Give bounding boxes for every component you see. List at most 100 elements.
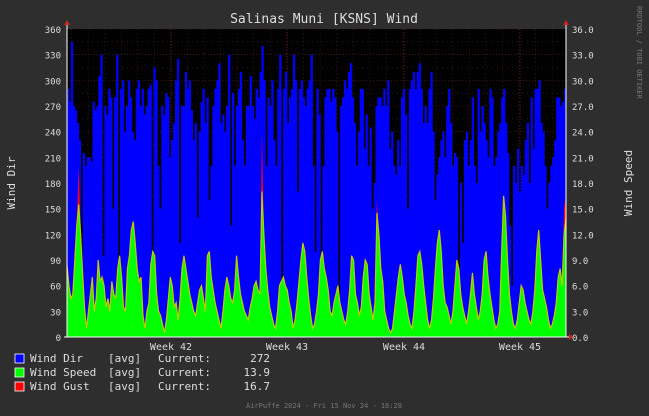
wind-dir-bar [300, 80, 304, 337]
wind-dir-bar [72, 106, 76, 337]
wind-dir-bar [214, 88, 217, 337]
wind-dir-bar [530, 97, 533, 337]
wind-dir-bar [292, 54, 296, 338]
wind-dir-bar [202, 88, 205, 337]
wind-dir-bar [524, 140, 527, 337]
wind-dir-bar [230, 225, 233, 337]
y-tick-label-right: 18.0 [572, 180, 594, 190]
wind-dir-bar [206, 97, 209, 337]
y-tick-label-right: 27.0 [572, 103, 594, 113]
wind-dir-bar [418, 63, 421, 337]
wind-dir-bar [74, 110, 78, 337]
wind-dir-bar [509, 225, 512, 337]
wind-dir-bar [328, 88, 331, 337]
wind-dir-bar [106, 114, 109, 337]
wind-dir-bar [389, 148, 392, 337]
wind-dir-bar [347, 71, 351, 337]
wind-dir-bar [308, 80, 311, 337]
wind-dir-bar [92, 101, 95, 337]
wind-dir-bar [155, 80, 158, 337]
wind-dir-bar [510, 285, 514, 337]
legend-current-label: Current: [158, 380, 211, 393]
wind-dir-bar [554, 140, 557, 337]
wind-dir-bar [395, 174, 398, 337]
wind-dir-bar [455, 157, 459, 337]
legend-swatch [14, 367, 25, 378]
wind-dir-bar [318, 114, 321, 337]
wind-dir-bar [450, 123, 453, 337]
y-tick-label-right: 21.0 [572, 154, 594, 164]
wind-dir-bar [363, 148, 366, 337]
legend-cf: [avg] [108, 366, 141, 379]
wind-dir-bar [149, 84, 152, 337]
legend-cf: [avg] [108, 352, 141, 365]
wind-dir-bar [137, 80, 140, 337]
wind-dir-bar [414, 88, 417, 337]
wind-dir-bar [94, 110, 97, 337]
wind-dir-bar [493, 165, 496, 337]
wind-dir-bar [251, 106, 254, 337]
wind-dir-bar [491, 97, 494, 337]
y-tick-label-left: 0 [56, 334, 61, 344]
y-tick-label-right: 6.0 [572, 283, 588, 293]
wind-dir-bar [84, 165, 87, 337]
wind-dir-bar [273, 140, 276, 337]
wind-dir-bar [82, 153, 85, 337]
wind-dir-bar [402, 88, 406, 337]
y-tick-label-left: 240 [45, 129, 61, 139]
wind-speed-area [67, 191, 566, 337]
wind-dir-bar [239, 71, 243, 337]
wind-dir-bar [442, 131, 445, 337]
wind-dir-bar [340, 106, 343, 337]
wind-dir-bar [314, 251, 317, 337]
wind-dir-bar [432, 131, 435, 337]
wind-dir-bar [528, 183, 531, 337]
wind-dir-bar [454, 153, 457, 337]
wind-dir-bar [289, 97, 292, 337]
wind-dir-bar [546, 208, 549, 337]
wind-dir-bar [404, 114, 408, 337]
wind-dir-bar [536, 88, 539, 337]
wind-dir-bar [182, 106, 186, 337]
watermark: RRDTOOL / TOBI OETIKER [635, 6, 643, 100]
wind-dir-bar [495, 157, 498, 337]
wind-dir-bar [550, 165, 553, 337]
wind-dir-bar [483, 123, 486, 337]
wind-dir-bar [489, 88, 492, 337]
wind-dir-bar [452, 165, 455, 337]
wind-dir-bar [194, 123, 197, 337]
wind-dir-bar [104, 106, 107, 337]
wind-dir-bar [161, 106, 164, 337]
wind-dir-bar [544, 165, 547, 337]
wind-dir-bar [316, 88, 319, 337]
wind-dir-bar [562, 101, 565, 337]
x-tick-label: Week 45 [499, 342, 541, 353]
data-layer [66, 41, 567, 338]
wind-dir-bar [186, 88, 190, 337]
wind-dir-bar [516, 148, 520, 337]
wind-dir-bar [408, 88, 412, 337]
wind-dir-bar [355, 165, 359, 337]
wind-dir-bar [522, 174, 526, 337]
wind-dir-bar [430, 71, 433, 337]
wind-dir-bar [556, 97, 559, 337]
wind-dir-bar [422, 123, 425, 337]
wind-dir-bar [344, 80, 347, 337]
wind-dir-bar [448, 88, 451, 337]
wind-dir-bar [233, 165, 237, 337]
wind-dir-bar [552, 157, 555, 337]
wind-dir-bar [70, 41, 74, 337]
wind-dir-bar [463, 140, 467, 337]
y-axis-label-right: Wind Speed [622, 150, 635, 216]
wind-dir-bar [108, 88, 111, 337]
wind-dir-bar [263, 80, 266, 337]
wind-dir-bar [163, 114, 166, 337]
wind-speed-line [66, 191, 567, 335]
wind-dir-bar [216, 80, 219, 337]
y-tick-label-left: 60 [50, 283, 61, 293]
wind-dir-bar [377, 97, 380, 337]
wind-dir-bar [255, 88, 258, 337]
wind-dir-bar [110, 97, 113, 337]
wind-dir-bar [285, 71, 288, 337]
wind-dir-bar [359, 88, 362, 337]
